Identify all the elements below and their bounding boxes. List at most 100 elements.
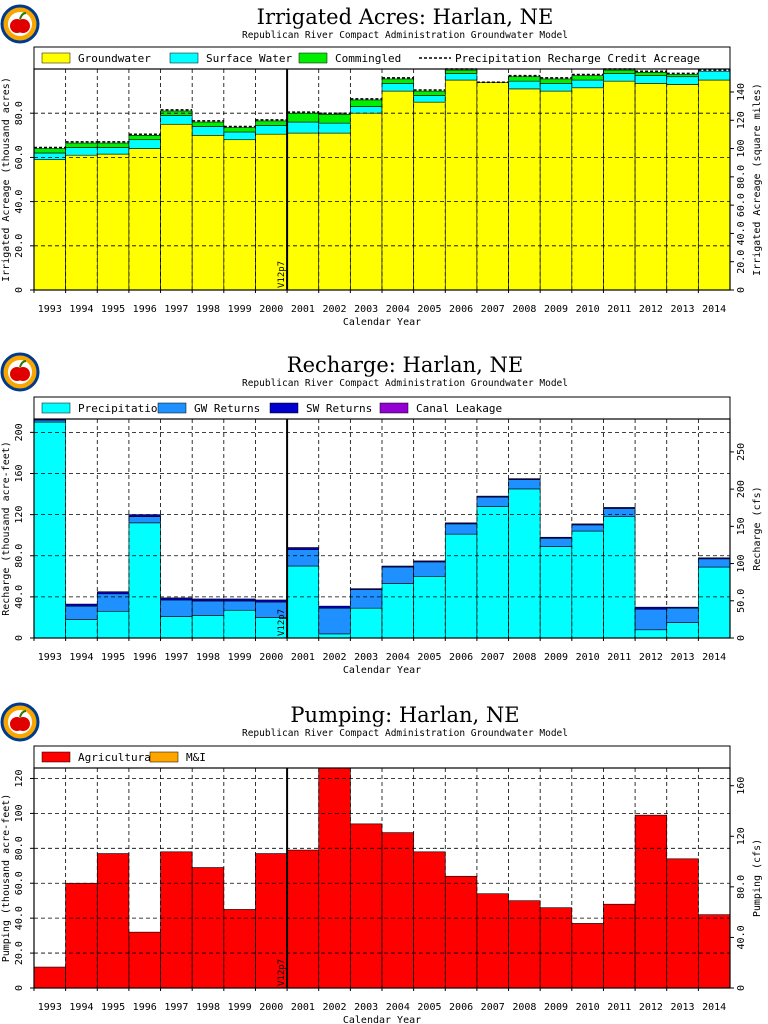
x-tick-label: 2011 <box>607 1002 631 1013</box>
bar-gw-returns <box>476 496 509 507</box>
y-tick-label: 80.0 <box>14 836 25 860</box>
right-y-tick-label: 60.0 <box>736 193 747 217</box>
bar-agricultural <box>444 875 478 989</box>
x-tick-label: 2000 <box>259 304 283 315</box>
x-tick-label: 1996 <box>133 1002 157 1013</box>
bar-surface-water <box>286 121 320 134</box>
bar-agricultural <box>666 858 699 989</box>
bar-gw-returns <box>128 516 161 524</box>
bar-groundwater <box>255 133 288 291</box>
x-tick-label: 2014 <box>702 652 726 663</box>
bar-precipitation <box>413 576 446 639</box>
bar-gw-returns <box>381 566 414 584</box>
x-tick-label: 1997 <box>164 652 188 663</box>
bar-sw-returns <box>698 557 731 560</box>
x-tick-label: 2009 <box>544 304 568 315</box>
bar-gw-returns <box>223 600 256 611</box>
apple-logo-icon <box>0 702 40 742</box>
bar-precipitation <box>96 610 130 639</box>
bar-agricultural <box>160 851 193 989</box>
bar-commingled <box>33 148 66 154</box>
bar-commingled <box>413 90 446 96</box>
x-tick-label: 1993 <box>38 652 62 663</box>
x-tick-label: 2013 <box>670 652 694 663</box>
bar-sw-returns <box>476 495 509 498</box>
bar-groundwater <box>666 84 699 291</box>
y-tick-label: 20.0 <box>14 234 25 258</box>
bar-surface-water <box>698 70 731 81</box>
x-tick-label: 2008 <box>512 1002 536 1013</box>
right-y-axis-label: Irrigated Acreage (square miles) <box>752 83 763 276</box>
x-tick-label: 2000 <box>259 1002 283 1013</box>
bar-precipitation <box>539 546 573 639</box>
bar-commingled <box>350 99 383 107</box>
version-marker-label: V12p7 <box>277 609 287 636</box>
bar-gw-returns <box>33 419 66 423</box>
legend-label: GW Returns <box>194 402 260 415</box>
x-tick-label: 2004 <box>386 652 410 663</box>
bar-sw-returns <box>634 606 668 610</box>
bar-agricultural <box>698 914 731 989</box>
x-tick-label: 1993 <box>38 304 62 315</box>
right-y-axis-label: Pumping (cfs) <box>752 839 763 917</box>
bar-groundwater <box>33 159 66 291</box>
x-tick-label: 2004 <box>386 1002 410 1013</box>
bar-commingled <box>65 142 98 148</box>
bar-surface-water <box>508 80 541 90</box>
bar-groundwater <box>96 153 130 291</box>
bar-gw-returns <box>191 600 225 616</box>
right-y-tick-label: 40.0 <box>736 221 747 245</box>
bar-agricultural <box>571 923 604 989</box>
y-tick-label: 100 <box>14 804 25 822</box>
bar-commingled <box>286 112 320 123</box>
y-axis-label: Pumping (thousand acre-feet) <box>1 794 12 963</box>
bar-agricultural <box>539 907 573 989</box>
bar-gw-returns <box>286 549 320 567</box>
bar-groundwater <box>444 79 478 291</box>
bar-precipitation <box>603 516 636 639</box>
y-tick-label: 200 <box>14 423 25 441</box>
x-tick-label: 2002 <box>322 304 346 315</box>
right-y-tick-label: 200 <box>736 480 747 498</box>
x-tick-label: 2011 <box>607 652 631 663</box>
right-y-tick-label: 140 <box>736 83 747 101</box>
bar-surface-water <box>350 106 383 114</box>
y-axis-label: Irrigated Acreage (thousand acres) <box>1 77 12 282</box>
y-tick-label: 0 <box>14 635 25 641</box>
bar-commingled <box>508 76 541 82</box>
x-tick-label: 2007 <box>481 652 505 663</box>
bar-sw-returns <box>255 599 288 603</box>
bar-agricultural <box>318 767 351 989</box>
legend-label: Agricultural <box>78 751 157 764</box>
bar-groundwater <box>571 87 604 291</box>
bar-precipitation <box>350 607 383 639</box>
bar-precipitation <box>191 615 225 639</box>
bar-groundwater <box>381 90 414 291</box>
bar-commingled <box>571 75 604 81</box>
bar-gw-returns <box>444 523 478 535</box>
x-tick-label: 1998 <box>196 1002 220 1013</box>
x-tick-label: 2012 <box>639 1002 663 1013</box>
x-tick-label: 2011 <box>607 304 631 315</box>
bar-precipitation <box>128 522 161 639</box>
bar-surface-water <box>65 147 98 156</box>
bar-gw-returns <box>634 608 668 631</box>
chart-title: Irrigated Acres: Harlan, NE <box>257 5 554 29</box>
x-tick-label: 2005 <box>417 304 441 315</box>
apple-right <box>16 19 30 33</box>
bar-precipitation <box>65 619 98 639</box>
right-y-tick-label: 0 <box>736 985 747 991</box>
y-tick-label: 80.0 <box>14 101 25 125</box>
bar-agricultural <box>33 966 66 989</box>
x-tick-label: 1998 <box>196 304 220 315</box>
bar-surface-water <box>381 83 414 92</box>
apple-stem <box>19 360 27 368</box>
y-axis-label: Recharge (thousand acre-feet) <box>1 441 12 616</box>
y-tick-label: 60.0 <box>14 871 25 895</box>
chart-title: Recharge: Harlan, NE <box>287 353 523 377</box>
bar-precipitation <box>476 506 509 639</box>
bar-agricultural <box>223 909 256 989</box>
x-tick-label: 1993 <box>38 1002 62 1013</box>
x-tick-label: 2002 <box>322 652 346 663</box>
bar-gw-returns <box>96 593 130 612</box>
